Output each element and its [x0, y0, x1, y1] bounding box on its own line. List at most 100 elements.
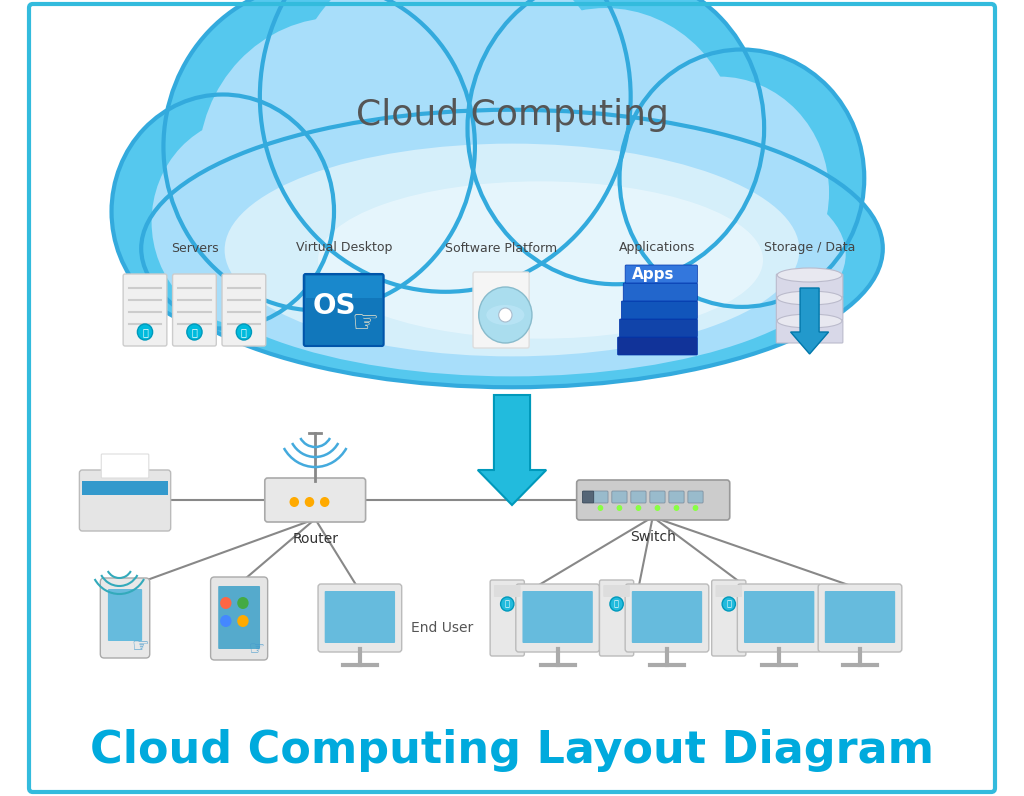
Ellipse shape — [777, 268, 842, 282]
FancyBboxPatch shape — [776, 274, 843, 297]
FancyBboxPatch shape — [583, 491, 594, 503]
Text: Router: Router — [292, 532, 338, 546]
FancyBboxPatch shape — [688, 491, 703, 503]
Circle shape — [238, 597, 249, 609]
Circle shape — [692, 505, 698, 511]
FancyBboxPatch shape — [473, 272, 529, 348]
Text: ⏻: ⏻ — [614, 599, 620, 608]
FancyBboxPatch shape — [620, 319, 697, 337]
FancyBboxPatch shape — [632, 591, 702, 643]
FancyBboxPatch shape — [123, 274, 167, 346]
Text: Servers: Servers — [171, 241, 218, 255]
Ellipse shape — [112, 95, 334, 329]
FancyBboxPatch shape — [776, 320, 843, 343]
Circle shape — [610, 597, 624, 611]
FancyBboxPatch shape — [611, 491, 627, 503]
Text: ⏻: ⏻ — [241, 327, 247, 337]
Text: ⏻: ⏻ — [505, 599, 510, 608]
FancyBboxPatch shape — [744, 591, 814, 643]
FancyBboxPatch shape — [625, 265, 697, 283]
FancyArrow shape — [478, 395, 546, 505]
Ellipse shape — [199, 18, 478, 312]
Circle shape — [237, 324, 252, 340]
Text: ⏻: ⏻ — [191, 327, 198, 337]
Circle shape — [186, 324, 202, 340]
FancyBboxPatch shape — [577, 480, 730, 520]
Ellipse shape — [178, 132, 846, 377]
Circle shape — [238, 615, 249, 627]
Circle shape — [501, 597, 514, 611]
FancyBboxPatch shape — [173, 274, 216, 346]
FancyBboxPatch shape — [522, 591, 593, 643]
Circle shape — [722, 597, 735, 611]
Ellipse shape — [141, 110, 883, 387]
FancyBboxPatch shape — [716, 585, 742, 597]
Text: ☞: ☞ — [248, 639, 264, 657]
Text: Cloud Computing Layout Diagram: Cloud Computing Layout Diagram — [90, 728, 934, 771]
Circle shape — [220, 597, 231, 609]
FancyBboxPatch shape — [100, 578, 150, 658]
FancyBboxPatch shape — [599, 580, 634, 656]
Text: Software Platform: Software Platform — [444, 241, 557, 255]
FancyBboxPatch shape — [624, 283, 697, 301]
Circle shape — [137, 324, 153, 340]
FancyBboxPatch shape — [490, 580, 524, 656]
FancyBboxPatch shape — [306, 276, 382, 298]
FancyBboxPatch shape — [617, 337, 697, 355]
Ellipse shape — [620, 49, 864, 307]
Ellipse shape — [224, 143, 800, 357]
Circle shape — [674, 505, 679, 511]
Circle shape — [319, 497, 330, 507]
FancyBboxPatch shape — [824, 591, 895, 643]
Ellipse shape — [318, 181, 763, 338]
Ellipse shape — [468, 0, 764, 284]
FancyBboxPatch shape — [318, 584, 401, 652]
Ellipse shape — [777, 291, 842, 305]
FancyBboxPatch shape — [494, 585, 520, 597]
FancyBboxPatch shape — [737, 584, 821, 652]
Text: Storage / Data: Storage / Data — [764, 241, 855, 255]
Text: ⏻: ⏻ — [142, 327, 147, 337]
Ellipse shape — [777, 314, 842, 328]
Text: ☞: ☞ — [351, 310, 378, 338]
Text: OS: OS — [312, 292, 356, 320]
Text: Applications: Applications — [620, 241, 695, 255]
FancyBboxPatch shape — [622, 301, 697, 319]
Circle shape — [598, 505, 603, 511]
Text: Cloud Computing: Cloud Computing — [355, 98, 669, 132]
FancyBboxPatch shape — [650, 491, 665, 503]
Ellipse shape — [472, 8, 739, 289]
Circle shape — [616, 505, 623, 511]
FancyBboxPatch shape — [603, 585, 630, 597]
FancyBboxPatch shape — [108, 589, 142, 641]
Circle shape — [636, 505, 641, 511]
FancyBboxPatch shape — [669, 491, 684, 503]
FancyBboxPatch shape — [80, 470, 171, 531]
FancyBboxPatch shape — [211, 577, 267, 660]
FancyBboxPatch shape — [631, 491, 646, 503]
Circle shape — [499, 308, 512, 322]
Circle shape — [305, 497, 314, 507]
FancyBboxPatch shape — [818, 584, 902, 652]
FancyBboxPatch shape — [325, 591, 395, 643]
FancyBboxPatch shape — [265, 478, 366, 522]
Circle shape — [290, 497, 299, 507]
FancyBboxPatch shape — [222, 274, 266, 346]
FancyBboxPatch shape — [776, 297, 843, 320]
Ellipse shape — [285, 0, 618, 296]
FancyBboxPatch shape — [101, 454, 148, 478]
Circle shape — [479, 287, 531, 343]
Text: End User: End User — [411, 621, 473, 635]
FancyBboxPatch shape — [712, 580, 745, 656]
Ellipse shape — [260, 0, 631, 292]
FancyBboxPatch shape — [593, 491, 608, 503]
Text: ⏻: ⏻ — [726, 599, 731, 608]
Text: Apps: Apps — [632, 267, 674, 282]
Text: Switch: Switch — [630, 530, 676, 544]
Ellipse shape — [152, 116, 352, 327]
FancyBboxPatch shape — [304, 274, 384, 346]
Circle shape — [220, 615, 231, 627]
Circle shape — [654, 505, 660, 511]
FancyArrow shape — [791, 288, 828, 354]
Ellipse shape — [609, 76, 829, 308]
